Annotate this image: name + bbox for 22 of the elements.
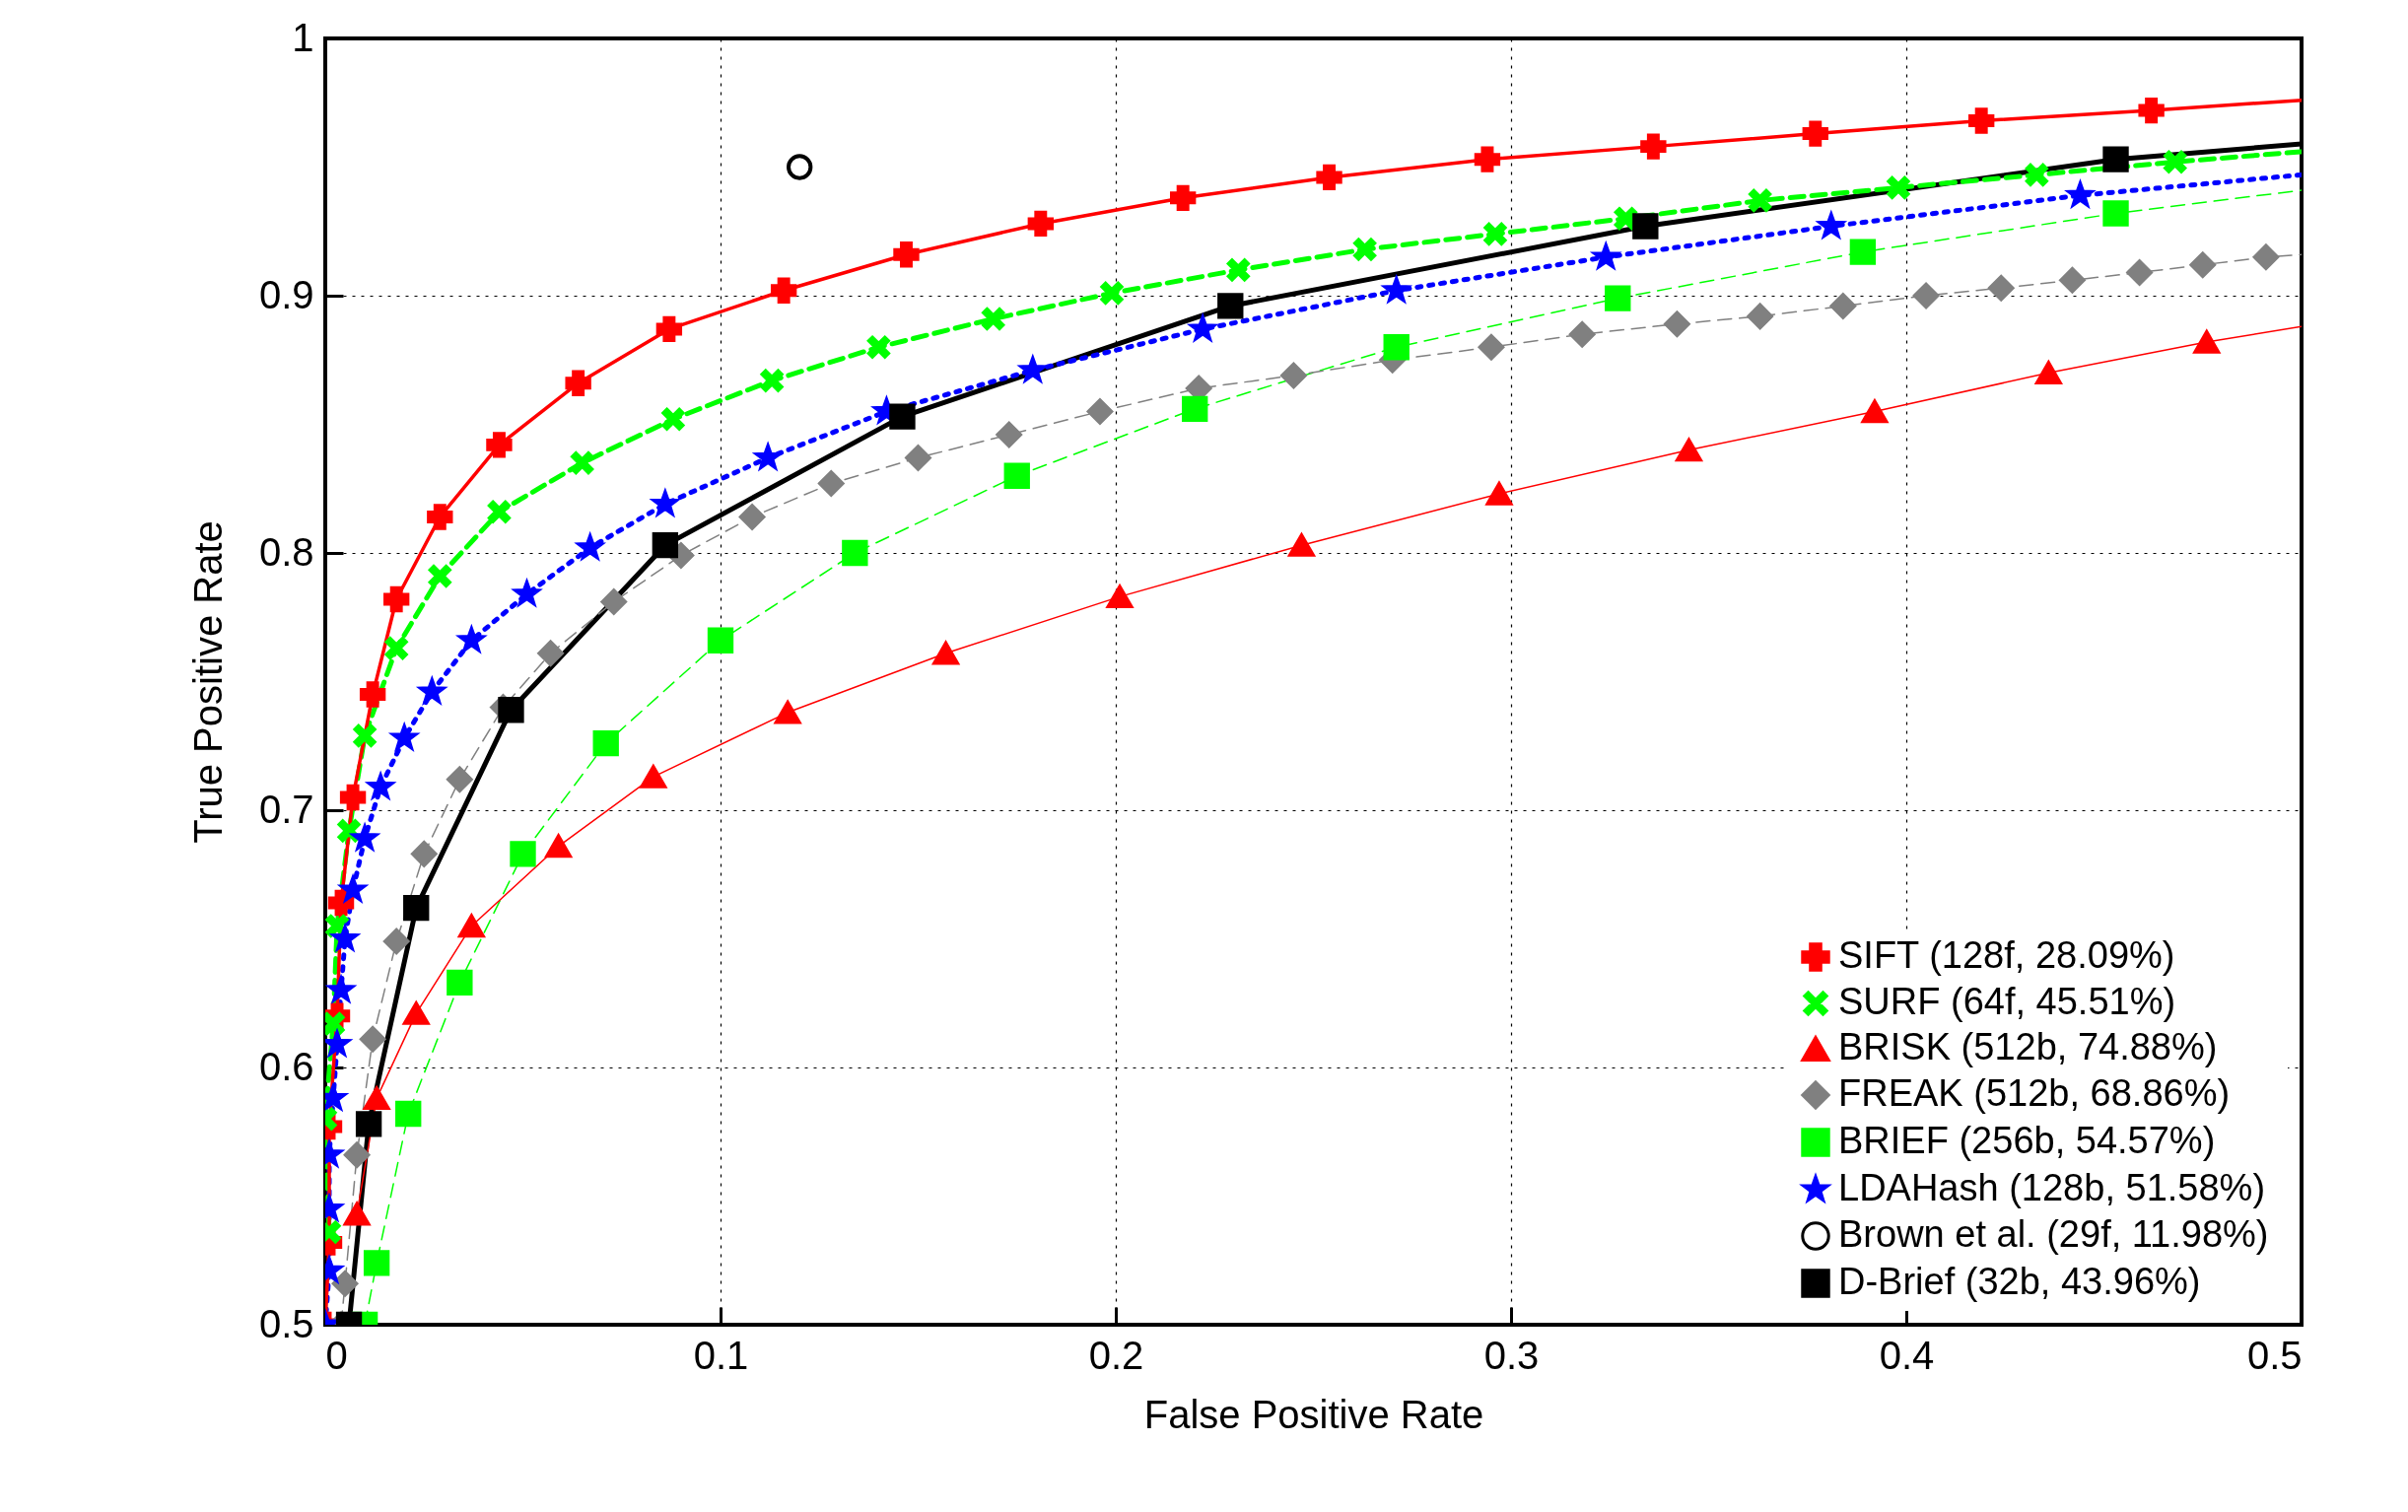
legend-label: SIFT (128f, 28.09%) [1838,934,2175,976]
legend-label: LDAHash (128b, 51.58%) [1838,1167,2266,1208]
y-tick-label: 0.9 [258,272,314,316]
legend-label: BRISK (512b, 74.88%) [1838,1026,2218,1067]
x-tick-label: 0.5 [2246,1333,2303,1377]
legend-label: D-Brief (32b, 43.96%) [1838,1261,2201,1302]
y-tick-label: 0.5 [258,1301,314,1345]
y-tick-label: 1 [292,15,314,59]
x-tick-label: 0.1 [693,1333,749,1377]
legend-label: FREAK (512b, 68.86%) [1838,1072,2231,1114]
x-axis-title: False Positive Rate [1143,1392,1484,1436]
legend-label: Brown et al. (29f, 11.98%) [1838,1213,2269,1255]
y-tick-label: 0.7 [258,787,314,831]
x-tick-label: 0 [325,1333,348,1377]
legend-label: SURF (64f, 45.51%) [1838,981,2176,1022]
x-tick-label: 0.3 [1483,1333,1540,1377]
y-tick-label: 0.8 [258,529,314,574]
y-tick-label: 0.6 [258,1044,314,1088]
y-axis-title: True Positive Rate [185,520,230,844]
x-tick-label: 0.2 [1088,1333,1144,1377]
x-tick-label: 0.4 [1879,1333,1935,1377]
legend-label: BRIEF (256b, 54.57%) [1838,1120,2216,1161]
